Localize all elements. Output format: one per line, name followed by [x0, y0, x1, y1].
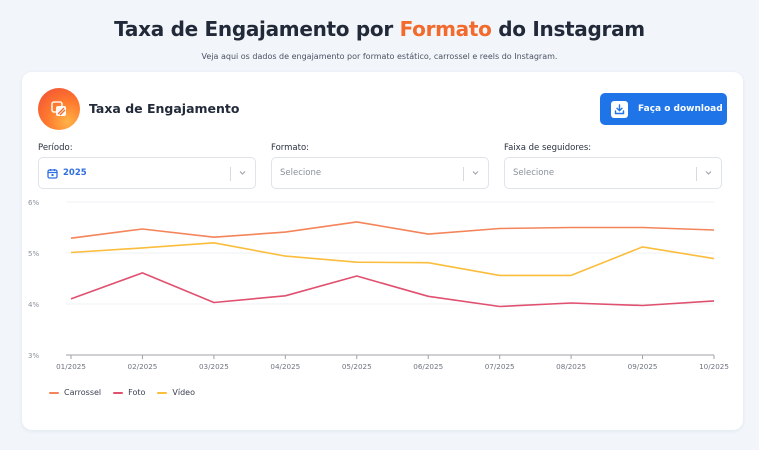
y-tick-label: 5% [28, 250, 39, 258]
x-tick-label: 08/2025 [556, 362, 586, 371]
series-line-foto [70, 272, 715, 308]
page-subtitle: Veja aqui os dados de engajamento por fo… [201, 52, 558, 61]
x-tick-label: 06/2025 [413, 362, 443, 371]
x-tick-label: 02/2025 [128, 362, 158, 371]
title-accent: Formato [399, 17, 492, 41]
title-suffix: do Instagram [491, 17, 645, 41]
select-separator [696, 167, 697, 181]
line-chart: 3% 4% 5% 6% 01/2025 02/2025 03/2025 04/2025 05/2… [28, 199, 729, 371]
download-icon [611, 100, 628, 118]
filter-followers-label: Faixa de seguidores: [504, 143, 592, 153]
y-tick-label: 3% [28, 352, 39, 360]
engagement-card: Taxa de Engajamento Faça o download Perí… [22, 72, 743, 430]
period-value: 2025 [63, 168, 87, 178]
legend-label: Foto [128, 388, 146, 397]
images-icon [38, 88, 80, 130]
legend-item[interactable]: Carrossel [49, 388, 101, 397]
format-select[interactable]: Selecione [271, 157, 489, 189]
legend-swatch [113, 391, 124, 394]
period-select[interactable]: 2025 [38, 157, 256, 189]
legend-label: Vídeo [172, 388, 195, 397]
x-tick-label: 04/2025 [270, 362, 300, 371]
chevron-down-icon [472, 171, 479, 175]
calendar-icon [47, 168, 58, 179]
legend-swatch [49, 391, 59, 394]
x-tick-label: 01/2025 [56, 362, 86, 371]
followers-placeholder: Selecione [513, 168, 555, 178]
chart-legend: Carrossel Foto Vídeo [49, 388, 195, 397]
filter-period: Período: 2025 [38, 143, 256, 189]
y-tick-label: 6% [28, 199, 39, 207]
series-line-vídeo [70, 241, 715, 277]
title-prefix: Taxa de Engajamento por [114, 17, 400, 41]
series-line-carrossel [70, 221, 715, 239]
y-tick-label: 4% [28, 301, 39, 309]
legend-swatch [157, 391, 168, 394]
page-title: Taxa de Engajamento por Formato do Insta… [0, 17, 759, 41]
filter-period-label: Período: [38, 143, 73, 153]
card-title: Taxa de Engajamento [89, 101, 240, 116]
select-separator [463, 167, 464, 181]
x-tick-label: 09/2025 [628, 362, 658, 371]
filter-format: Formato: Selecione [271, 143, 489, 189]
download-label: Faça o download [638, 104, 723, 114]
legend-item[interactable]: Foto [113, 388, 145, 397]
select-separator [230, 167, 231, 181]
legend-label: Carrossel [64, 388, 102, 397]
followers-select[interactable]: Selecione [504, 157, 722, 189]
download-button[interactable]: Faça o download [600, 93, 727, 125]
x-tick-label: 05/2025 [342, 362, 372, 371]
filter-format-label: Formato: [271, 143, 310, 153]
filter-followers: Faixa de seguidores: Selecione [504, 143, 722, 189]
legend-item[interactable]: Vídeo [157, 388, 195, 397]
format-placeholder: Selecione [280, 168, 322, 178]
x-tick-label: 07/2025 [485, 362, 515, 371]
x-tick-label: 03/2025 [199, 362, 229, 371]
x-tick-label: 10/2025 [699, 362, 729, 371]
chevron-down-icon [239, 171, 246, 175]
chevron-down-icon [705, 171, 712, 175]
